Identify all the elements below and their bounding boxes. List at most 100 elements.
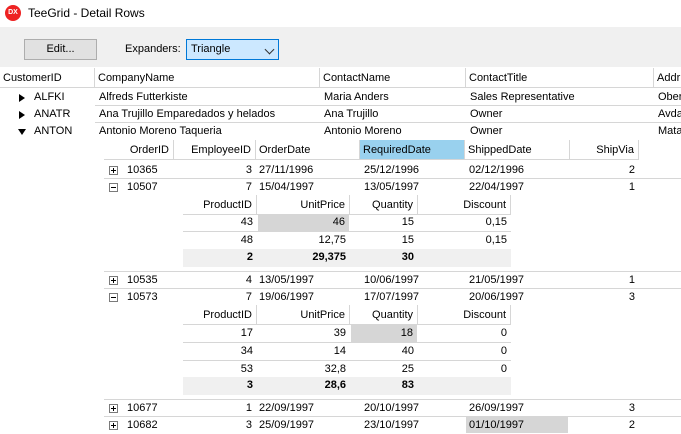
header-productid[interactable]: ProductID [183, 195, 257, 215]
header-employeeid[interactable]: EmployeeID [174, 140, 256, 160]
total-count: 2 [246, 251, 253, 263]
product-id: 43 [240, 216, 253, 228]
expand-plus-icon[interactable] [109, 166, 118, 175]
required-date: 23/10/1997 [364, 419, 420, 431]
total-unitprice: 28,6 [324, 379, 346, 391]
shipped-date: 26/09/1997 [469, 402, 525, 414]
header-quantity[interactable]: Quantity [350, 195, 418, 215]
expand-plus-icon[interactable] [109, 404, 118, 413]
address: Avda [658, 108, 681, 120]
product-id: 48 [240, 234, 253, 246]
address: Ober [658, 91, 681, 103]
total-quantity: 30 [401, 251, 414, 263]
row-divider [104, 288, 681, 289]
row-divider [104, 399, 681, 400]
order-date: 19/06/1997 [259, 291, 315, 303]
header-address[interactable]: Addr [654, 68, 681, 88]
collapse-minus-icon[interactable] [109, 183, 118, 192]
ship-via: 3 [628, 402, 635, 414]
order-date: 15/04/1997 [259, 181, 315, 193]
header-contacttitle[interactable]: ContactTitle [466, 68, 654, 88]
row-divider [183, 231, 511, 232]
contact-name: Maria Anders [324, 91, 389, 103]
toolbar: Edit... Expanders: Triangle [0, 27, 681, 67]
order-id: 10677 [127, 402, 158, 414]
triangle-collapse-icon[interactable] [18, 129, 26, 135]
shipped-date: 21/05/1997 [469, 274, 525, 286]
header-discount[interactable]: Discount [418, 195, 511, 215]
shipped-date: 22/04/1997 [469, 181, 525, 193]
header-companyname[interactable]: CompanyName [95, 68, 320, 88]
title-bar: DX TeeGrid - Detail Rows [0, 0, 681, 27]
unit-price: 14 [333, 345, 346, 357]
row-divider [104, 416, 681, 417]
unit-price: 12,75 [318, 234, 346, 246]
ship-via: 1 [628, 181, 635, 193]
totals-row [183, 249, 511, 267]
window-title: TeeGrid - Detail Rows [28, 6, 145, 20]
product-id: 53 [240, 363, 253, 375]
required-date: 25/12/1996 [364, 164, 420, 176]
header-quantity[interactable]: Quantity [350, 305, 418, 325]
product-id: 17 [240, 327, 253, 339]
order-date: 27/11/1996 [259, 164, 314, 176]
shipped-date: 20/06/1997 [469, 291, 525, 303]
shipped-date: 01/10/1997 [466, 417, 568, 433]
company-name: Ana Trujillo Emparedados y helados [99, 108, 276, 120]
discount: 0 [500, 327, 507, 339]
order-id: 10573 [127, 291, 158, 303]
master-grid[interactable]: CustomerID CompanyName ContactName Conta… [0, 67, 681, 434]
quantity: 18 [351, 325, 417, 342]
unit-price: 32,8 [324, 363, 346, 375]
expand-plus-icon[interactable] [109, 421, 118, 430]
required-date: 17/07/1997 [364, 291, 420, 303]
order-id: 10535 [127, 274, 158, 286]
total-quantity: 83 [401, 379, 414, 391]
address: Mata [658, 125, 681, 137]
discount: 0,15 [485, 234, 507, 246]
total-count: 3 [246, 379, 253, 391]
product-id: 34 [240, 345, 253, 357]
edit-button[interactable]: Edit... [24, 39, 97, 60]
total-unitprice: 29,375 [312, 251, 346, 263]
triangle-expand-icon[interactable] [19, 94, 25, 102]
discount: 0,15 [485, 216, 507, 228]
expanders-select-value: Triangle [191, 43, 231, 55]
contact-name: Ana Trujillo [324, 108, 379, 120]
ship-via: 3 [628, 291, 635, 303]
company-name: Antonio Moreno Taqueria [99, 125, 222, 137]
chevron-down-icon[interactable] [264, 44, 275, 55]
employee-id: 3 [245, 419, 252, 431]
row-divider [104, 271, 681, 272]
customer-id: ANATR [34, 108, 71, 120]
required-date: 10/06/1997 [364, 274, 420, 286]
header-contactname[interactable]: ContactName [320, 68, 466, 88]
expand-plus-icon[interactable] [109, 276, 118, 285]
row-divider [104, 178, 681, 179]
header-unitprice[interactable]: UnitPrice [257, 305, 350, 325]
header-orderdate[interactable]: OrderDate [256, 140, 360, 160]
ship-via: 1 [628, 274, 635, 286]
contact-title: Owner [470, 125, 503, 137]
quantity: 40 [401, 345, 414, 357]
unit-price: 39 [333, 327, 346, 339]
triangle-expand-icon[interactable] [19, 111, 25, 119]
header-customerid[interactable]: CustomerID [0, 68, 95, 88]
required-date: 13/05/1997 [364, 181, 420, 193]
ship-via: 2 [628, 164, 635, 176]
collapse-minus-icon[interactable] [109, 293, 118, 302]
employee-id: 7 [245, 291, 252, 303]
header-productid[interactable]: ProductID [183, 305, 257, 325]
header-requireddate[interactable]: RequiredDate [360, 140, 465, 160]
row-divider [183, 342, 511, 343]
totals-row [183, 377, 511, 395]
order-date: 25/09/1997 [259, 419, 315, 431]
header-orderid[interactable]: OrderID [104, 140, 174, 160]
dx-app-icon: DX [5, 5, 21, 21]
header-unitprice[interactable]: UnitPrice [257, 195, 350, 215]
header-shipvia[interactable]: ShipVia [570, 140, 639, 160]
header-discount[interactable]: Discount [418, 305, 511, 325]
customer-id: ANTON [34, 125, 73, 137]
header-shippeddate[interactable]: ShippedDate [465, 140, 570, 160]
expanders-select[interactable]: Triangle [186, 39, 279, 60]
